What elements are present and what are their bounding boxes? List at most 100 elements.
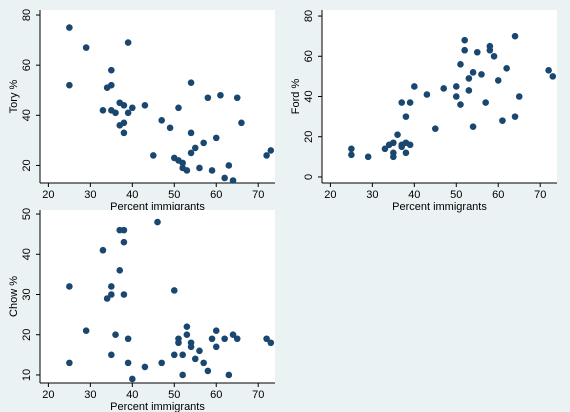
scatter-point: [511, 32, 519, 40]
scatter-point: [158, 117, 165, 124]
scatter-point: [381, 145, 389, 153]
x-axis-title: Percent immigrants: [392, 201, 487, 213]
scatter-point: [212, 134, 220, 142]
scatter-point: [478, 71, 485, 78]
x-tick-label: 50: [450, 189, 462, 201]
scatter-point: [120, 291, 128, 298]
scatter-point: [348, 145, 355, 153]
y-tick-label: 60: [21, 59, 33, 71]
scatter-point: [196, 164, 203, 172]
scatter-point: [394, 131, 401, 139]
scatter-point: [99, 246, 107, 254]
scatter-point: [183, 323, 191, 330]
scatter-point: [549, 73, 557, 80]
scatter-point: [66, 81, 73, 89]
scatter-point: [229, 331, 237, 339]
scatter-point: [233, 335, 241, 343]
scatter-point: [99, 106, 107, 114]
scatter-point: [112, 109, 119, 117]
scatter-point: [183, 167, 191, 174]
scatter-point: [267, 339, 275, 347]
scatter-point: [221, 335, 228, 343]
scatter-point: [263, 152, 270, 159]
x-tick-label: 70: [252, 189, 264, 201]
x-tick-label: 20: [42, 189, 54, 201]
x-tick-label: 40: [126, 389, 138, 401]
scatter-point: [183, 331, 191, 339]
y-tick-label: 20: [21, 329, 33, 341]
scatter-point: [82, 44, 90, 51]
scatter-point: [263, 335, 270, 343]
scatter-point: [120, 238, 128, 246]
scatter-point: [212, 343, 220, 351]
scatter-point: [398, 99, 406, 106]
scatter-point: [469, 123, 477, 130]
x-tick-label: 60: [210, 189, 222, 201]
scatter-point: [233, 94, 241, 102]
y-tick-label: 20: [303, 131, 315, 143]
scatter-point: [66, 283, 73, 290]
scatter-point: [150, 152, 157, 159]
y-axis-title: Ford %: [290, 79, 302, 115]
scatter-point: [390, 153, 397, 161]
scatter-point: [452, 93, 460, 100]
x-tick-label: 70: [252, 389, 264, 401]
x-tick-label: 40: [126, 189, 138, 201]
panel-2: 20 30 40 50 60 70 0 20 40 60 80 Percent immigrants F…: [290, 10, 557, 213]
scatter-point: [158, 359, 165, 367]
scatter-point: [402, 113, 410, 120]
scatter-point: [129, 375, 136, 383]
x-tick-label: 30: [84, 189, 96, 201]
scatter-point: [66, 359, 73, 367]
scatter-point: [196, 347, 203, 355]
y-tick-label: 10: [21, 369, 33, 381]
y-tick-label: 0: [303, 174, 315, 180]
scatter-point: [494, 77, 502, 84]
x-axis-title: Percent immigrants: [110, 401, 205, 412]
scatter-point: [457, 61, 464, 68]
scatter-point: [204, 94, 212, 102]
scatter-point: [170, 287, 178, 294]
scatter-point: [108, 351, 115, 359]
y-tick-label: 40: [303, 90, 315, 102]
scatter-point: [124, 335, 132, 343]
scatter-point: [120, 119, 128, 127]
scatter-point: [124, 39, 132, 46]
x-tick-label: 60: [492, 189, 504, 201]
scatter-point: [124, 109, 132, 117]
scatter-point: [545, 67, 552, 74]
scatter-point: [482, 99, 489, 106]
scatter-point: [461, 46, 468, 54]
scatter-point: [187, 149, 195, 157]
scatter-point: [187, 79, 195, 87]
scatter-point: [175, 335, 182, 343]
y-tick-label: 40: [21, 109, 33, 121]
scatter-point: [402, 149, 410, 157]
scatter-point: [120, 101, 128, 109]
y-tick-label: 80: [21, 9, 33, 21]
scatter-point: [108, 291, 115, 298]
scatter-point: [170, 351, 178, 359]
x-tick-label: 20: [324, 189, 336, 201]
scatter-point: [108, 283, 115, 290]
scatter-point: [229, 177, 237, 184]
scatter-point: [452, 83, 460, 90]
y-axis-title: Chow %: [8, 276, 20, 317]
scatter-point: [175, 104, 182, 112]
scatter-point: [225, 162, 233, 169]
scatter-point: [225, 371, 233, 379]
scatter-point: [108, 66, 115, 74]
x-tick-label: 60: [210, 389, 222, 401]
scatter-point: [440, 85, 447, 92]
plot-area: [40, 210, 275, 383]
scatter-point: [129, 104, 136, 112]
scatter-point: [200, 139, 207, 147]
scatter-point: [120, 226, 128, 234]
scatter-point: [154, 218, 161, 226]
scatter-point: [411, 83, 418, 90]
scatter-point: [141, 101, 149, 109]
scatter-point: [217, 91, 224, 99]
